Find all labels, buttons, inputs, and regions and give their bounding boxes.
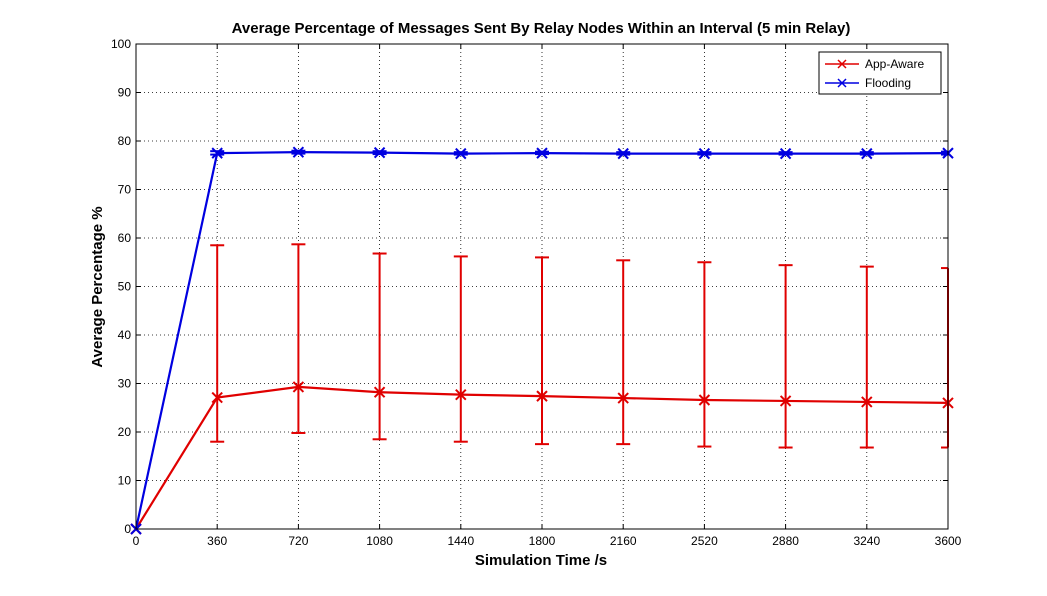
x-tick-label: 720 (288, 534, 308, 548)
x-tick-label: 1800 (529, 534, 556, 548)
x-axis-label: Simulation Time /s (475, 552, 607, 569)
y-axis-label: Average Percentage % (89, 206, 106, 367)
data-point (536, 390, 548, 402)
x-tick-label: 1080 (366, 534, 393, 548)
plot-series (130, 146, 954, 535)
y-tick-label: 30 (118, 377, 132, 391)
data-point (617, 147, 629, 160)
data-point (455, 147, 467, 160)
legend-item: App-Aware (825, 57, 924, 71)
data-point (455, 388, 467, 401)
plot-frame (135, 43, 949, 530)
legend-marker (837, 59, 847, 69)
y-tick-label: 40 (118, 328, 132, 342)
data-point (292, 381, 305, 393)
y-tick-label: 50 (118, 280, 132, 294)
data-point (698, 147, 711, 160)
y-tick-label: 20 (118, 425, 132, 439)
y-tick-label: 70 (118, 183, 132, 197)
y-tick-label: 0 (124, 522, 131, 536)
x-tick-label: 3240 (853, 534, 880, 548)
x-tick-label: 2160 (610, 534, 637, 548)
data-point (292, 146, 305, 158)
data-point (373, 146, 386, 159)
legend-marker (837, 78, 847, 88)
x-tick-label: 360 (207, 534, 227, 548)
data-point (211, 391, 223, 404)
y-tick-label: 10 (118, 474, 132, 488)
data-point (861, 396, 873, 408)
legend-item: Flooding (825, 76, 911, 90)
data-point (779, 395, 792, 407)
data-point (861, 147, 873, 160)
data-point (211, 147, 223, 159)
data-point (617, 392, 629, 404)
x-tick-label: 2520 (691, 534, 718, 548)
series-app-aware (130, 243, 954, 535)
x-tick-label: 1440 (447, 534, 474, 548)
series-flooding (130, 146, 954, 535)
chart-title: Average Percentage of Messages Sent By R… (232, 20, 851, 37)
data-point (698, 394, 711, 406)
legend: App-Aware Flooding (818, 51, 942, 95)
data-point (373, 386, 386, 398)
legend-label: App-Aware (865, 57, 924, 71)
y-tick-label: 80 (118, 134, 132, 148)
x-tick-label: 3600 (935, 534, 962, 548)
y-tick-label: 100 (111, 37, 131, 51)
legend-label: Flooding (865, 76, 911, 90)
legend-box (818, 51, 942, 95)
data-point (536, 147, 548, 159)
x-tick-label: 2880 (772, 534, 799, 548)
y-tick-label: 90 (118, 86, 132, 100)
x-tick-label: 0 (133, 534, 140, 548)
axis-ticks: 0 360 720 1080 1440 1800 2160 2520 2880 3240 36000… (111, 37, 962, 548)
data-point (779, 147, 792, 160)
y-tick-label: 60 (118, 231, 132, 245)
